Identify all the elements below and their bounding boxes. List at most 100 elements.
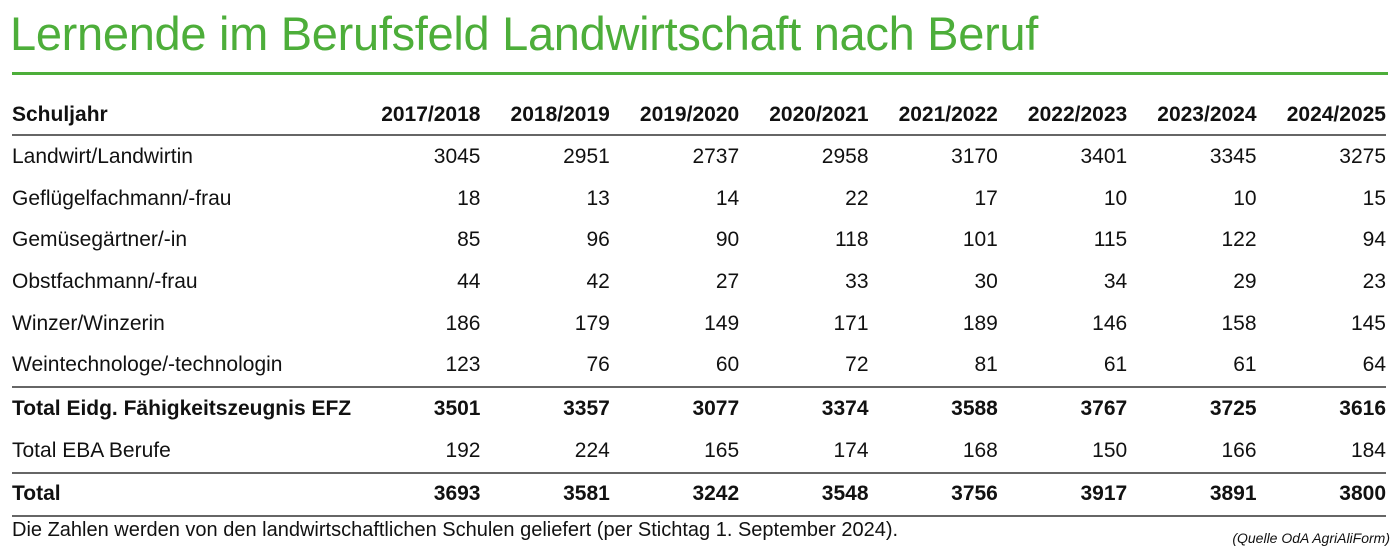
- cell-value: 166: [1221, 438, 1257, 462]
- cell-value: 14: [715, 186, 740, 210]
- table-row: Total Eidg. Fähigkeitszeugnis EFZ 3501 335…: [12, 386, 1386, 430]
- cell-value: 174: [833, 438, 869, 462]
- cell-value: 122: [1221, 228, 1257, 252]
- cell-value: 42: [586, 269, 610, 293]
- cell-value: 3767: [997, 386, 1128, 430]
- table-row: Landwirt/Landwirtin 3045 2951 2737 2958 3170 3…: [12, 135, 1386, 178]
- cell-value: 3588: [868, 386, 998, 430]
- cell-value: 158: [1221, 311, 1257, 335]
- table-row: Gemüsegärtner/-in 85 96 90 118 101 115 122 94: [12, 219, 1386, 261]
- cell-value: 94: [1362, 228, 1386, 252]
- cell-value: 23: [1362, 269, 1386, 293]
- cell-value: 2737: [692, 144, 740, 168]
- cell-value: 3581: [480, 471, 610, 518]
- row-label: Winzer/Winzerin: [12, 311, 165, 335]
- cell-value: 149: [704, 311, 740, 335]
- cell-value: 101: [962, 228, 998, 252]
- cell-value: 115: [1093, 228, 1128, 252]
- title-divider: [12, 72, 1388, 75]
- cell-value: 189: [962, 311, 998, 335]
- cell-value: 96: [586, 228, 610, 252]
- cell-value: 146: [1092, 311, 1128, 335]
- cell-value: 192: [445, 438, 481, 462]
- column-header-year: 2020/2021: [739, 96, 869, 136]
- cell-value: 3077: [609, 386, 740, 430]
- page-title: Lernende im Berufsfeld Landwirtschaft na…: [10, 7, 1039, 60]
- cell-value: 150: [1092, 438, 1128, 462]
- cell-value: 81: [974, 353, 998, 377]
- cell-value: 3357: [480, 386, 610, 430]
- column-header-year: 2017/2018: [351, 96, 481, 136]
- column-header-year: 2018/2019: [480, 96, 610, 136]
- cell-value: 3548: [739, 471, 869, 518]
- row-label: Geflügelfachmann/-frau: [12, 186, 232, 210]
- cell-value: 3917: [997, 471, 1128, 518]
- cell-value: 186: [445, 311, 481, 335]
- cell-value: 3045: [433, 144, 481, 168]
- cell-value: 3693: [351, 471, 481, 518]
- cell-value: 61: [1103, 353, 1128, 377]
- data-table: Schuljahr 2017/2018 2018/2019 2019/2020 2020…: [12, 96, 1386, 518]
- cell-value: 3275: [1339, 144, 1386, 168]
- cell-value: 118: [835, 228, 869, 252]
- row-label: Landwirt/Landwirtin: [12, 144, 193, 168]
- column-header-year: 2022/2023: [997, 96, 1128, 136]
- cell-value: 3170: [951, 144, 998, 168]
- table-header-row: Schuljahr 2017/2018 2018/2019 2019/2020 2020…: [12, 96, 1386, 136]
- table-row: Winzer/Winzerin 186 179 149 171 189 146 158 145: [12, 303, 1386, 345]
- row-label: Gemüsegärtner/-in: [12, 228, 188, 252]
- cell-value: 165: [704, 438, 740, 462]
- cell-value: 3401: [1080, 144, 1128, 168]
- cell-value: 29: [1233, 269, 1257, 293]
- cell-value: 85: [457, 228, 481, 252]
- footnote: Die Zahlen werden von den landwirtschaft…: [12, 519, 899, 541]
- cell-value: 123: [445, 353, 481, 377]
- row-label: Weintechnologe/-technologin: [12, 353, 283, 377]
- cell-value: 22: [845, 186, 869, 210]
- cell-value: 3242: [609, 471, 740, 518]
- cell-value: 3345: [1209, 144, 1257, 168]
- column-header-year: 2023/2024: [1127, 96, 1257, 136]
- table-row: Total 3693 3581 3242 3548 3756 3917 3891 3800: [12, 471, 1386, 518]
- cell-value: 72: [845, 353, 869, 377]
- cell-value: 64: [1362, 353, 1386, 377]
- cell-value: 2951: [563, 144, 610, 168]
- cell-value: 10: [1233, 186, 1257, 210]
- cell-value: 3756: [868, 471, 998, 518]
- cell-value: 60: [715, 353, 740, 377]
- row-label: Obstfachmann/-frau: [12, 269, 198, 293]
- source-credit: (Quelle OdA AgriAliForm): [1232, 530, 1390, 546]
- column-header-label: Schuljahr: [12, 96, 352, 136]
- cell-value: 2958: [821, 144, 869, 168]
- cell-value: 168: [962, 438, 998, 462]
- cell-value: 3725: [1127, 386, 1257, 430]
- cell-value: 27: [715, 269, 740, 293]
- cell-value: 10: [1103, 186, 1128, 210]
- cell-value: 3800: [1256, 471, 1386, 518]
- row-label: Total EBA Berufe: [12, 438, 171, 462]
- cell-value: 61: [1233, 353, 1257, 377]
- table-row: Obstfachmann/-frau 44 42 27 33 30 34 29 23: [12, 261, 1386, 303]
- cell-value: 90: [715, 228, 740, 252]
- column-header-year: 2021/2022: [868, 96, 998, 136]
- table-row: Weintechnologe/-technologin 123 76 60 72 81 61…: [12, 344, 1386, 387]
- cell-value: 44: [457, 269, 481, 293]
- cell-value: 3374: [739, 386, 869, 430]
- row-label: Total: [12, 471, 352, 518]
- cell-value: 33: [845, 269, 869, 293]
- cell-value: 13: [586, 186, 610, 210]
- cell-value: 3501: [351, 386, 481, 430]
- cell-value: 30: [974, 269, 998, 293]
- cell-value: 15: [1362, 186, 1386, 210]
- cell-value: 3616: [1256, 386, 1386, 430]
- cell-value: 179: [574, 311, 610, 335]
- cell-value: 171: [833, 311, 869, 335]
- cell-value: 17: [974, 186, 998, 210]
- cell-value: 76: [586, 353, 610, 377]
- cell-value: 34: [1103, 269, 1128, 293]
- column-header-year: 2019/2020: [609, 96, 740, 136]
- column-header-year: 2024/2025: [1256, 96, 1386, 136]
- table-row: Geflügelfachmann/-frau 18 13 14 22 17 10 10 15: [12, 178, 1386, 220]
- cell-value: 18: [457, 186, 481, 210]
- table-row: Total EBA Berufe 192 224 165 174 168 150 166 184: [12, 430, 1386, 473]
